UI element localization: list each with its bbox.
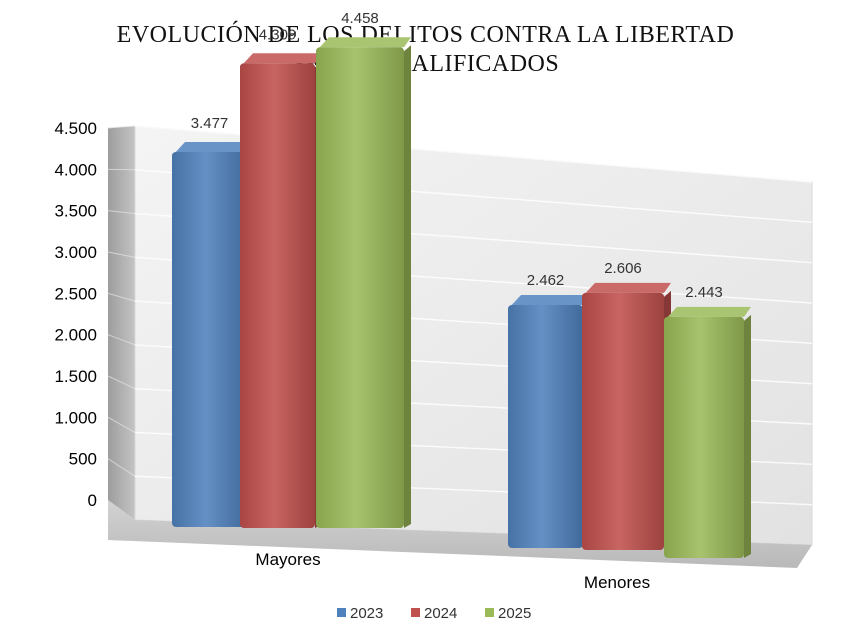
gridline-side: [107, 334, 136, 346]
gridline-side: [107, 251, 136, 258]
bar-menores-2023: [508, 305, 583, 548]
bar-top: [582, 282, 671, 297]
category-label: Menores: [584, 573, 650, 592]
bar-mayores-2025: [316, 47, 404, 529]
y-tick-label: 2.500: [54, 284, 97, 303]
legend-swatch: [411, 608, 420, 617]
gridline-side: [107, 416, 136, 433]
chart-floor: [108, 500, 812, 568]
y-tick-label: 3.000: [54, 243, 97, 262]
bar-side: [404, 45, 411, 529]
gridline-side: [107, 125, 136, 129]
bar-menores-2024: [582, 292, 664, 550]
bar-menores-2025: [664, 316, 744, 558]
bar-mayores-2024: [240, 63, 315, 529]
y-tick-label: 0: [88, 491, 97, 510]
data-label: 3.477: [191, 115, 229, 132]
bar-side: [744, 314, 751, 558]
chart-title-line-1: EVOLUCIÓN DE LOS DELITOS CONTRA LA LIBER…: [116, 22, 735, 48]
y-tick-label: 1.500: [54, 367, 97, 386]
y-tick-label: 4.000: [54, 160, 97, 179]
gridline-side: [107, 210, 136, 215]
data-label: 4.309: [259, 26, 297, 43]
bar-top: [664, 306, 751, 321]
gridline-side: [107, 375, 136, 390]
y-tick-label: 4.500: [54, 119, 97, 138]
category-label: Mayores: [255, 550, 320, 569]
legend-entry: 2025: [498, 605, 531, 622]
data-label: 2.462: [527, 272, 565, 289]
y-tick-label: 2.000: [54, 326, 97, 345]
bar-top: [508, 295, 590, 310]
gridline-side: [107, 458, 136, 477]
legend-entry: 2024: [424, 605, 457, 622]
y-tick-label: 3.500: [54, 202, 97, 221]
legend-swatch: [485, 608, 494, 617]
data-label: 2.443: [685, 284, 723, 301]
data-label: 2.606: [604, 260, 642, 277]
bar-top: [240, 53, 322, 68]
bar-mayores-2023: [172, 152, 247, 527]
gridline-side: [107, 292, 136, 302]
bar-top: [172, 142, 254, 156]
bar-top: [316, 37, 411, 52]
legend-swatch: [337, 608, 346, 617]
y-tick-label: 500: [69, 450, 97, 469]
legend-entry: 2023: [350, 605, 383, 622]
y-tick-label: 1.000: [54, 408, 97, 427]
data-label: 4.458: [341, 10, 379, 27]
